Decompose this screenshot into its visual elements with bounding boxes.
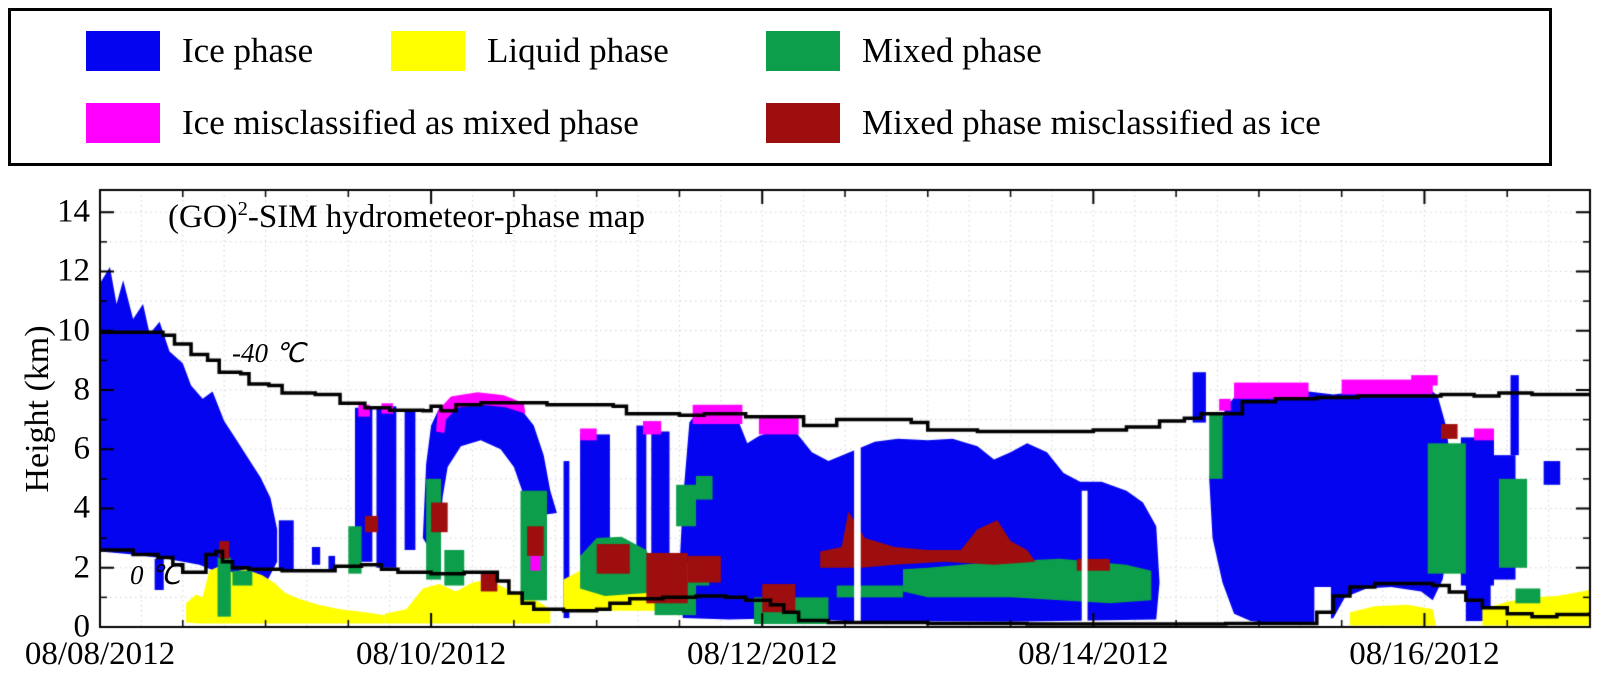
legend-label-ice-as-mixed: Ice misclassified as mixed phase (182, 103, 639, 142)
legend-item-mixed: Mixed phase (766, 29, 1042, 73)
legend-item-ice-as-mixed: Ice misclassified as mixed phase (86, 101, 639, 145)
isotherm-label-minus40: -40 ℃ (232, 338, 306, 368)
legend-label-ice: Ice phase (182, 31, 314, 70)
legend-label-mixed: Mixed phase (862, 31, 1042, 70)
ice-as-mixed-swatch (86, 103, 160, 143)
plot-title-sup: 2 (237, 198, 248, 220)
legend-item-mixed-as-ice: Mixed phase misclassified as ice (766, 101, 1321, 145)
legend-label-mixed-as-ice: Mixed phase misclassified as ice (862, 103, 1321, 142)
mixed-phase-swatch (766, 31, 840, 71)
liquid-phase-swatch (391, 31, 465, 71)
plot-title: (GO)2-SIM hydrometeor-phase map (168, 198, 645, 236)
y-axis-title: Height (km) (19, 325, 56, 493)
legend-item-liquid: Liquid phase (391, 29, 669, 73)
isotherm-label-zero: 0 ℃ (130, 560, 181, 590)
ice-phase-swatch (86, 31, 160, 71)
plot-title-prefix: (GO) (168, 199, 238, 235)
legend: Ice phase Liquid phase Mixed phase Ice m… (8, 8, 1552, 166)
legend-item-ice: Ice phase (86, 29, 313, 73)
mixed-as-ice-swatch (766, 103, 840, 143)
legend-label-liquid: Liquid phase (487, 31, 669, 70)
plot-title-rest: -SIM hydrometeor-phase map (247, 199, 645, 235)
